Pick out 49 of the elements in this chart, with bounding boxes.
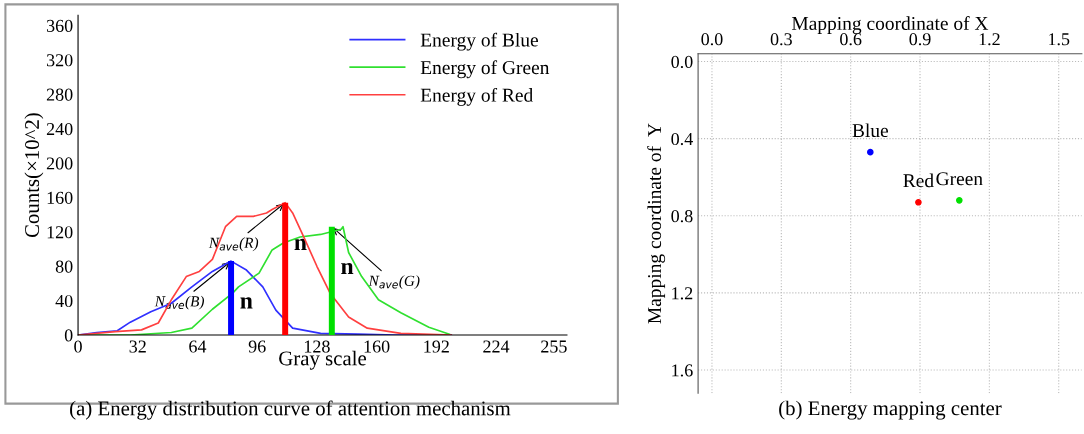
y-tick-label: 0.4 [671,132,693,146]
y-axis-title: Counts(×10^2) [24,113,44,238]
x-tick-label: 0.0 [701,33,723,46]
x-tick-label: 64 [189,340,207,353]
text: (a) Energy distribution curve of attention mechanism [70,400,511,420]
legend-label: Energy of Red [420,87,534,106]
annotation: Green [936,172,983,186]
annotation: Blue [852,123,888,138]
y-axis-title: Mapping coordinate of Y [647,123,666,324]
x-tick-label: 0 [74,340,82,353]
y-tick-label: 280 [46,88,73,101]
y-tick-label: 320 [46,54,73,67]
legend-label: Energy of Green [420,60,550,79]
x-tick-label: 1.2 [979,33,1000,46]
bar [328,226,335,336]
annotation: n [240,297,253,309]
y-tick-label: 360 [46,19,73,32]
x-tick-label: 32 [129,340,146,353]
y-tick-label: 0.0 [671,55,693,69]
point [867,148,874,156]
x-tick-label: 0.9 [909,33,931,46]
y-tick-label: 1.2 [672,287,693,300]
y-tick-label: 160 [47,191,73,204]
y-tick-label: 80 [55,260,73,273]
bar [228,261,235,336]
y-tick-label: 200 [46,157,73,170]
x-tick-label: 224 [483,340,510,353]
text: (b) Energy mapping center [779,400,1002,420]
x-tick-label: 0.3 [770,33,792,46]
bar [282,202,289,336]
y-tick-label: 120 [47,226,73,239]
annotation: n [294,238,307,250]
y-tick-label: 240 [46,122,73,136]
point [956,197,963,204]
x-tick-label: 255 [541,340,567,353]
y-tick-label: 40 [55,294,73,308]
legend-label: Energy of Blue [420,32,538,51]
point [915,199,922,206]
x-tick-label: 192 [424,340,449,353]
annotation: Red [903,173,934,188]
x-tick-label: 0.6 [840,33,862,46]
y-tick-label: 1.6 [672,364,693,377]
y-tick-label: 0.8 [671,210,693,223]
y-tick-label: 0 [64,329,73,342]
x-tick-label: 1.5 [1049,33,1070,46]
x-tick-label: 96 [248,340,266,353]
annotation: N$_{ave}$(G) [368,275,420,290]
x-tick-label: 160 [364,340,390,353]
x-axis-title: Mapping coordinate of X [791,16,989,34]
